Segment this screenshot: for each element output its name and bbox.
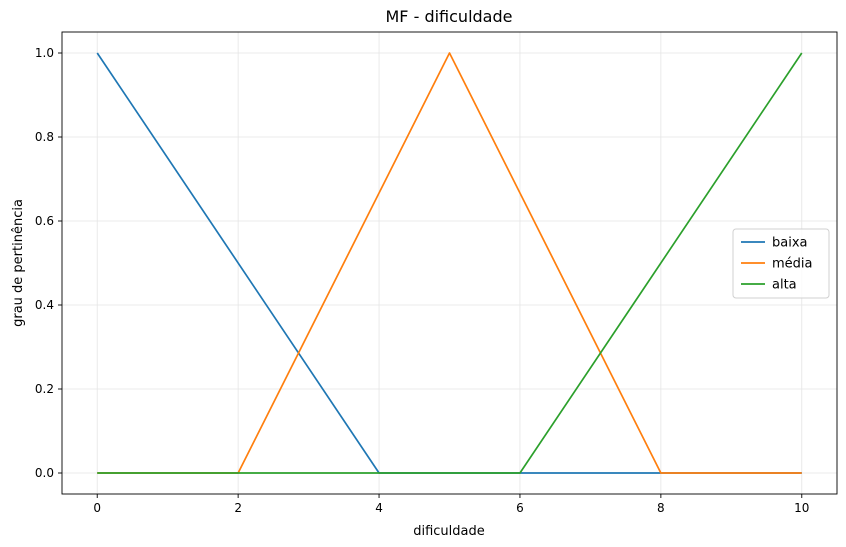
legend-box: [732, 228, 830, 299]
legend-label: alta: [772, 278, 797, 293]
x-axis-label: dificuldade: [413, 524, 485, 539]
x-tick-label: 6: [516, 501, 524, 515]
legend: baixa média alta: [732, 228, 830, 299]
y-axis-label: grau de pertinência: [11, 199, 26, 327]
x-tick-label: 8: [657, 501, 665, 515]
series-lines: [96, 52, 803, 474]
legend-label: baixa: [772, 236, 808, 251]
y-tick-label: 1.0: [35, 46, 54, 60]
y-tick-label: 0.0: [35, 466, 54, 480]
y-tick-label: 0.2: [35, 382, 54, 396]
y-tick-label: 0.8: [35, 130, 54, 144]
grid-lines: [62, 32, 837, 494]
x-tick-label: 10: [794, 501, 809, 515]
x-tick-label: 0: [93, 501, 101, 515]
x-axis-ticks: 0 2 4 6 8 10: [93, 494, 809, 515]
series-line-baixa: [96, 52, 802, 474]
chart-title: MF - dificuldade: [386, 7, 513, 26]
x-tick-label: 2: [234, 501, 242, 515]
series-line-alta: [97, 52, 803, 474]
plot-frame: [61, 31, 838, 495]
y-tick-label: 0.4: [35, 298, 54, 312]
series-line-média: [97, 52, 802, 474]
legend-label: média: [772, 257, 813, 272]
x-tick-label: 4: [375, 501, 383, 515]
y-tick-label: 0.6: [35, 214, 54, 228]
y-axis-ticks: 0.0 0.2 0.4 0.6 0.8 1.0: [35, 46, 62, 480]
